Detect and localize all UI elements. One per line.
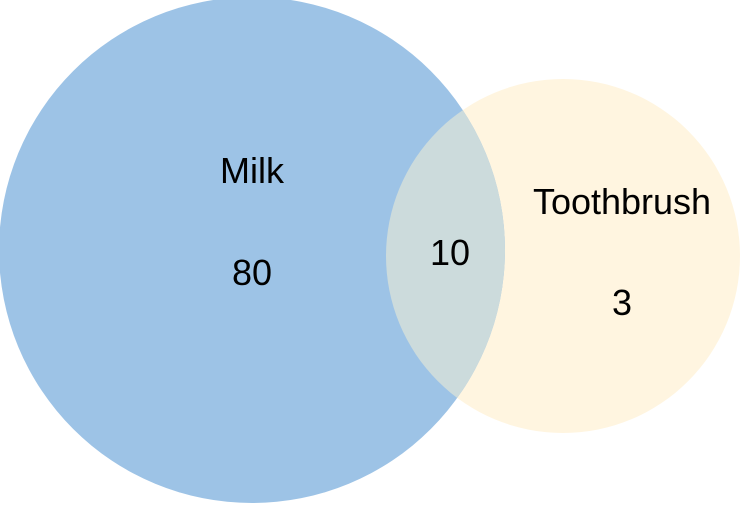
- intersection-region: [386, 79, 505, 433]
- milk-set-circle: [0, 0, 505, 503]
- milk-set-label: Milk: [220, 150, 285, 191]
- intersection-count: 10: [430, 232, 470, 273]
- toothbrush-set-label: Toothbrush: [533, 181, 711, 222]
- milk-only-count: 80: [232, 252, 272, 293]
- toothbrush-only-count: 3: [612, 282, 632, 323]
